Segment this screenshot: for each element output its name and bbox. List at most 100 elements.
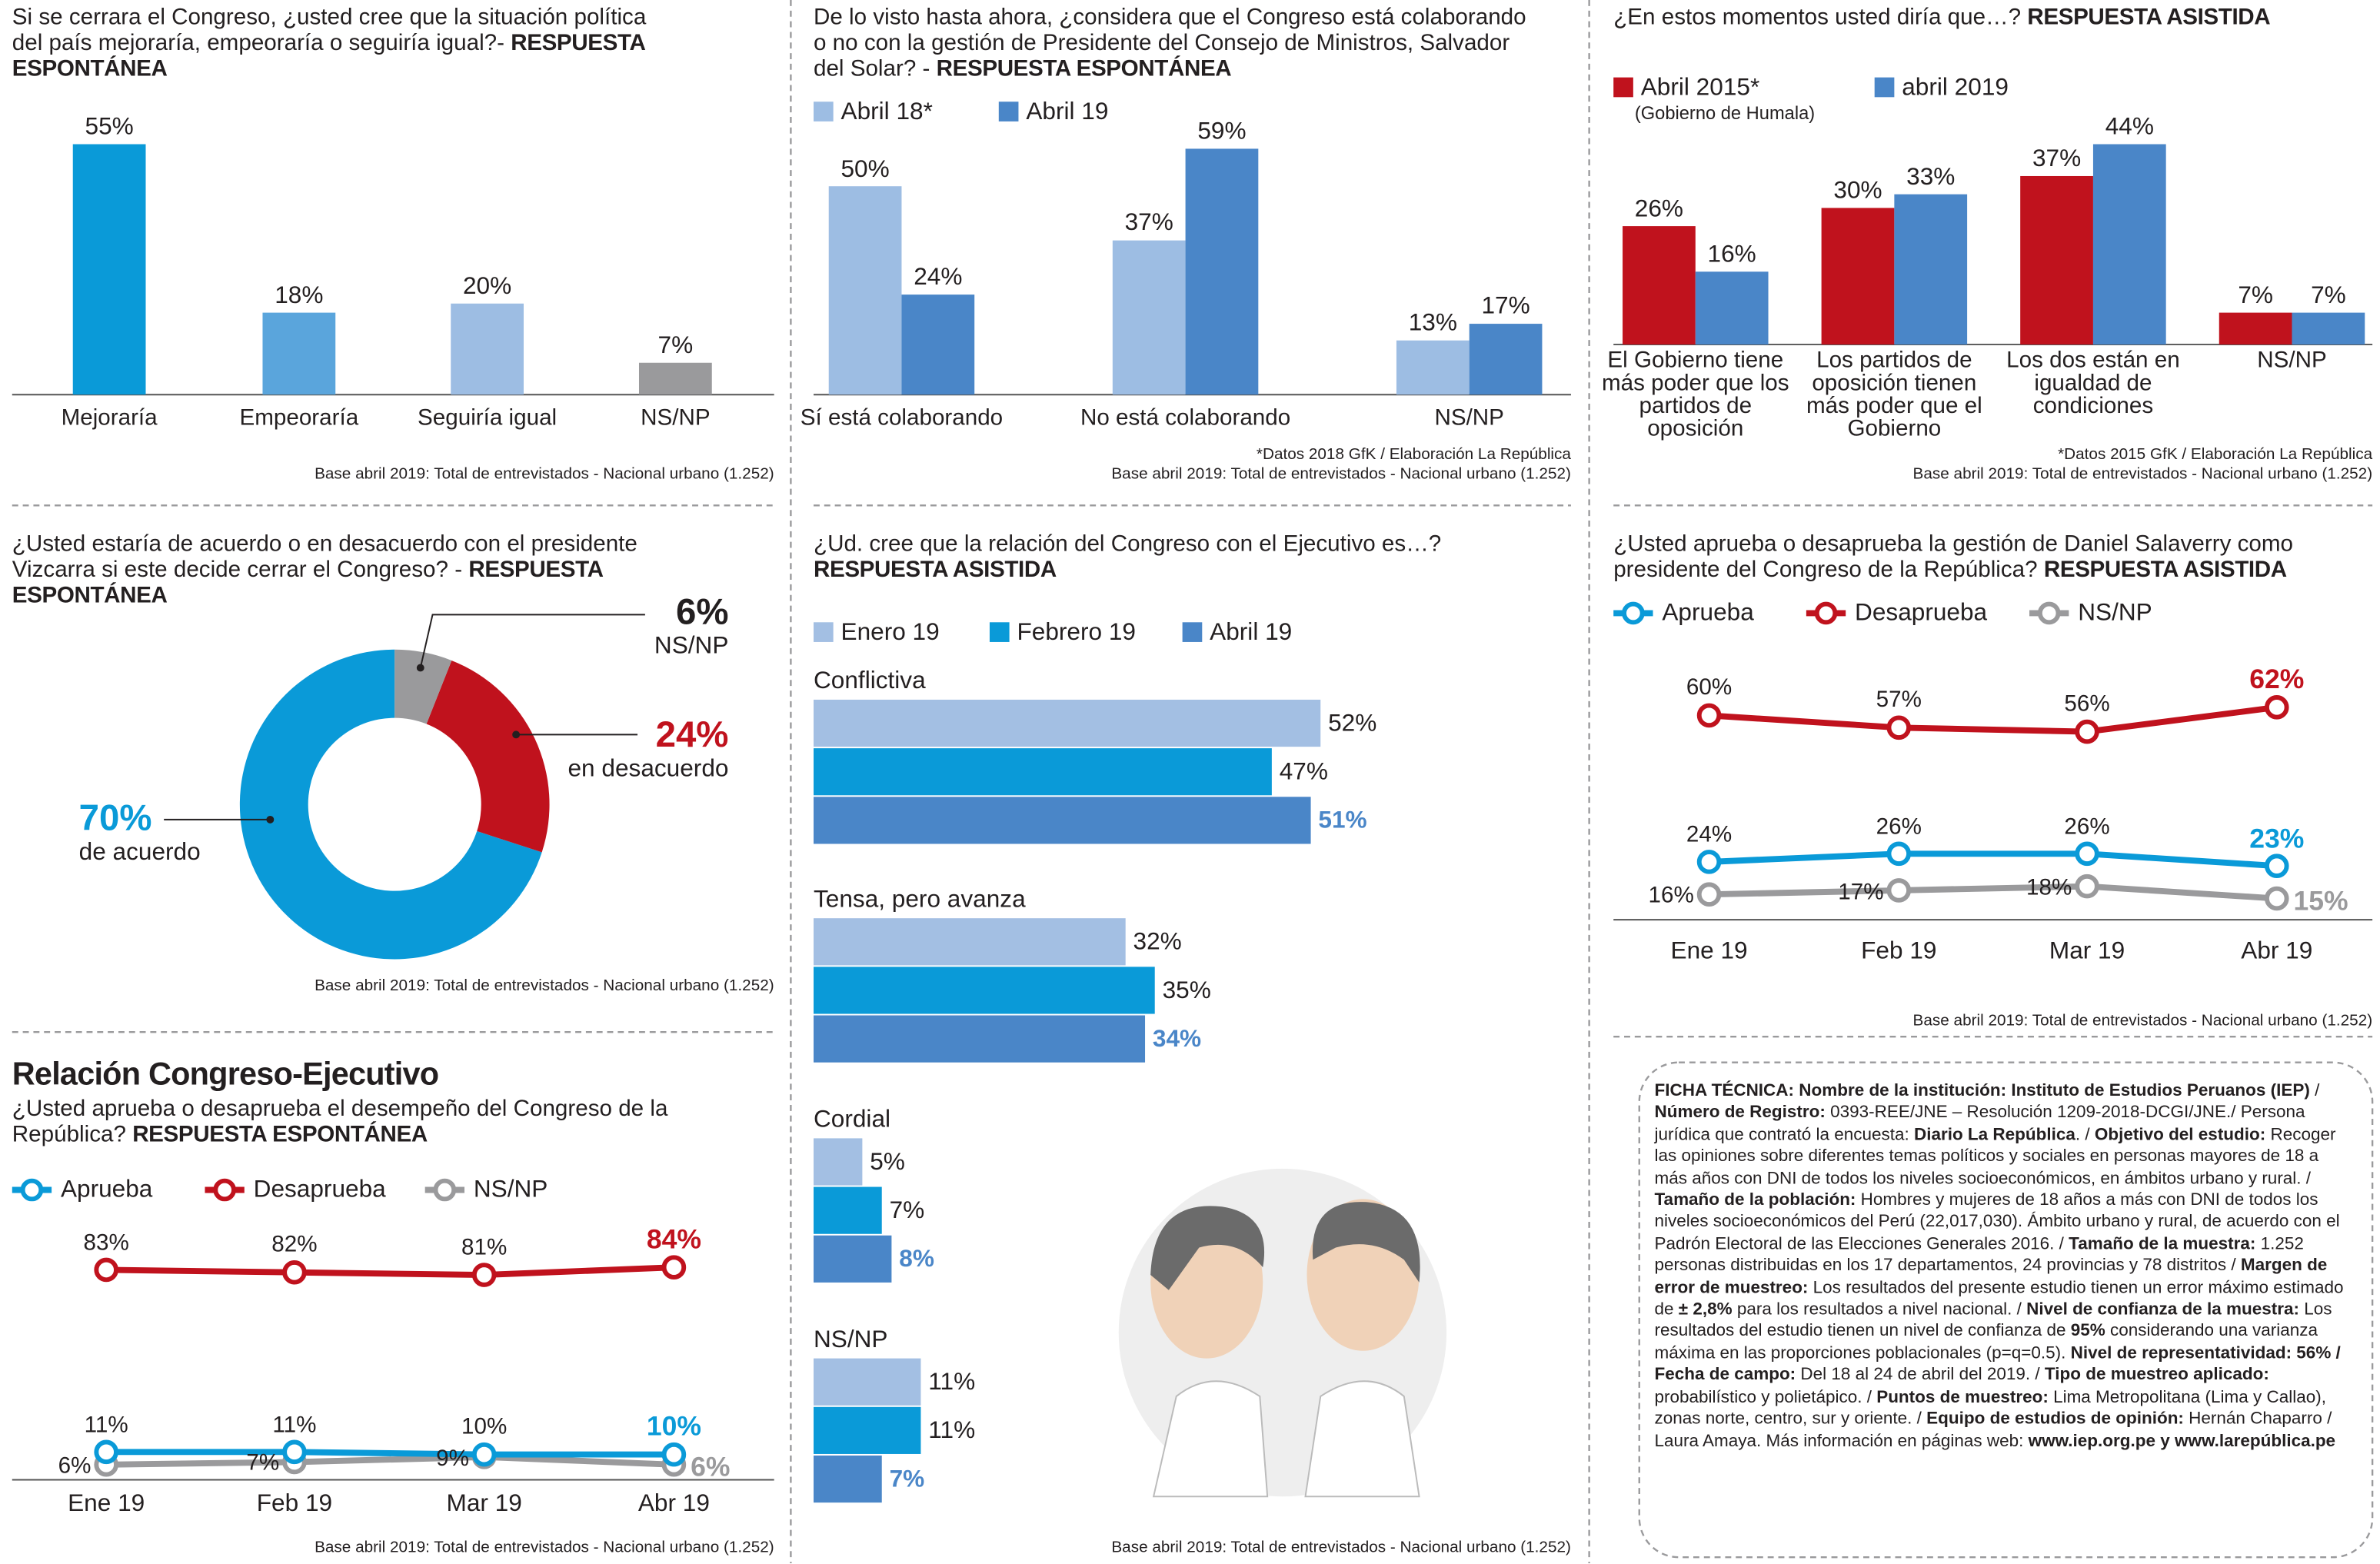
chart-title-block: Si se cerrara el Congreso, ¿usted cree q… — [12, 5, 665, 82]
bar — [2292, 312, 2365, 345]
x-tick-label: No está colaborando — [1080, 405, 1291, 431]
ficha-label: www.iep.org.pe y www.larepública.pe — [2028, 1432, 2336, 1451]
point — [1886, 878, 1912, 903]
legend-swatch — [813, 101, 834, 121]
bar — [1623, 226, 1696, 345]
point — [1696, 703, 1722, 728]
bar — [638, 362, 712, 395]
category-label: Tensa, pero avanza — [813, 887, 1026, 913]
section-heading: Relación Congreso-Ejecutivo — [12, 1057, 439, 1093]
value-label: 57% — [1876, 687, 1922, 714]
series-line — [1709, 850, 2278, 870]
illustration-body — [1152, 1380, 1269, 1498]
x-tick-label: Los partidos de oposición tienen más pod… — [1806, 348, 1982, 442]
ficha-text: Recoger las opiniones sobre diferentes t… — [1654, 1126, 2336, 1188]
x-tick-label: NS/NP — [641, 405, 711, 431]
legend-label: Desaprueba — [253, 1176, 386, 1203]
bar — [813, 699, 1321, 747]
value-label: 15% — [2293, 885, 2348, 917]
value-label: 11% — [272, 1411, 317, 1438]
chart-title-block: ¿En estos momentos usted diría que…? RES… — [1613, 5, 2342, 31]
bar — [262, 312, 336, 395]
x-tick-label: Sí está colaborando — [800, 405, 1004, 431]
footnote: Base abril 2019: Total de entrevistados … — [315, 464, 774, 484]
illustration-body — [1304, 1380, 1420, 1498]
chart-title: ¿Usted aprueba o desaprueba el desempeño… — [12, 1096, 668, 1148]
value-label: 7% — [657, 333, 694, 359]
value-label: 24% — [655, 714, 729, 756]
point — [282, 1260, 307, 1285]
legend-label: Abril 19 — [1026, 99, 1109, 125]
point — [2264, 854, 2289, 878]
footnote: Base abril 2019: Total de entrevistados … — [315, 1538, 774, 1557]
value-label: 47% — [1279, 759, 1328, 786]
chart-title: Si se cerrara el Congreso, ¿usted cree q… — [12, 4, 647, 57]
value-label: 7% — [889, 1466, 925, 1493]
bar — [2092, 144, 2166, 345]
point — [2264, 886, 2289, 911]
ficha-label: Tamaño de la población: — [1654, 1191, 1856, 1210]
chart-subtitle: RESPUESTA ESPONTÁNEA — [12, 557, 603, 609]
value-label: 18% — [275, 283, 324, 309]
bar — [1894, 194, 1968, 345]
bar — [2020, 175, 2093, 345]
legend-label: Abril 2015* — [1640, 75, 1760, 101]
chart-title-block: ¿Usted estaría de acuerdo o en desacuerd… — [12, 531, 711, 609]
value-label: 7% — [246, 1450, 280, 1477]
leader-dot — [512, 730, 521, 739]
value-label: 33% — [1906, 165, 1956, 191]
chart-title-block: De lo visto hasta ahora, ¿considera que … — [814, 5, 1542, 82]
chart-title-block: ¿Usted aprueba o desaprueba el desempeño… — [12, 1096, 726, 1147]
point — [661, 1255, 687, 1279]
illustration-hair — [1150, 1206, 1265, 1290]
chart-title: De lo visto hasta ahora, ¿considera que … — [813, 4, 1526, 82]
value-label: 35% — [1162, 978, 1211, 1004]
bar — [1185, 148, 1259, 395]
x-tick-label: Abr 19 — [2241, 938, 2313, 965]
value-label: 51% — [1318, 808, 1367, 834]
bar — [813, 1138, 863, 1186]
series-line — [1709, 883, 2278, 902]
point — [1886, 715, 1912, 740]
category-label: Cordial — [813, 1106, 891, 1133]
ficha-label: Nivel de representatividad: 56% / Fecha … — [1654, 1344, 2341, 1385]
bar — [1695, 271, 1769, 345]
footnote: Base abril 2019: Total de entrevistados … — [1912, 464, 2373, 484]
separators — [12, 0, 2374, 1564]
value-label: 8% — [899, 1246, 934, 1273]
ficha-text: Hombres y mujeres de 18 años a más con D… — [1654, 1191, 2340, 1254]
x-tick-label: Feb 19 — [256, 1491, 333, 1517]
value-label: 16% — [1707, 241, 1756, 268]
ficha-text: probabilístico y polietápico. / — [1654, 1388, 1877, 1407]
legend-swatch — [989, 622, 1010, 642]
legend-label: abril 2019 — [1902, 75, 2009, 101]
footnote: Base abril 2019: Total de entrevistados … — [1912, 1011, 2373, 1030]
ficha-tecnica: FICHA TÉCNICA: Nombre de la institución:… — [1654, 1080, 2355, 1452]
legend-label: Aprueba — [1662, 600, 1754, 627]
ficha-text: Los resultados del presente estudio tien… — [1654, 1279, 2344, 1319]
value-label: 30% — [1833, 178, 1882, 205]
value-label: 83% — [83, 1230, 129, 1256]
chart-subtitle: RESPUESTA ASISTIDA — [2043, 557, 2287, 583]
point — [1886, 841, 1912, 867]
legend-marker — [1814, 601, 1838, 625]
series-line — [106, 1449, 674, 1458]
legend-label: Febrero 19 — [1017, 620, 1136, 646]
value-label: 81% — [461, 1234, 508, 1261]
value-label: 24% — [1686, 821, 1733, 848]
ficha-text: / — [2309, 1082, 2320, 1101]
ficha-label: Nivel de confianza de la muestra: — [2026, 1300, 2299, 1319]
legend-label: Desaprueba — [1855, 600, 1988, 627]
ficha-label: Diario La República — [1913, 1126, 2075, 1144]
point — [2075, 719, 2099, 744]
ficha-label: Tipo de muestreo aplicado: — [2044, 1366, 2269, 1385]
value-label: 32% — [1133, 929, 1182, 956]
ficha-box — [1638, 1061, 2374, 1559]
value-label: 10% — [461, 1414, 508, 1440]
legend-swatch — [1874, 77, 1895, 98]
bar — [451, 303, 524, 395]
point — [661, 1442, 687, 1467]
category-label: de acuerdo — [78, 840, 201, 867]
bar — [813, 918, 1126, 966]
bar — [1821, 208, 1895, 345]
